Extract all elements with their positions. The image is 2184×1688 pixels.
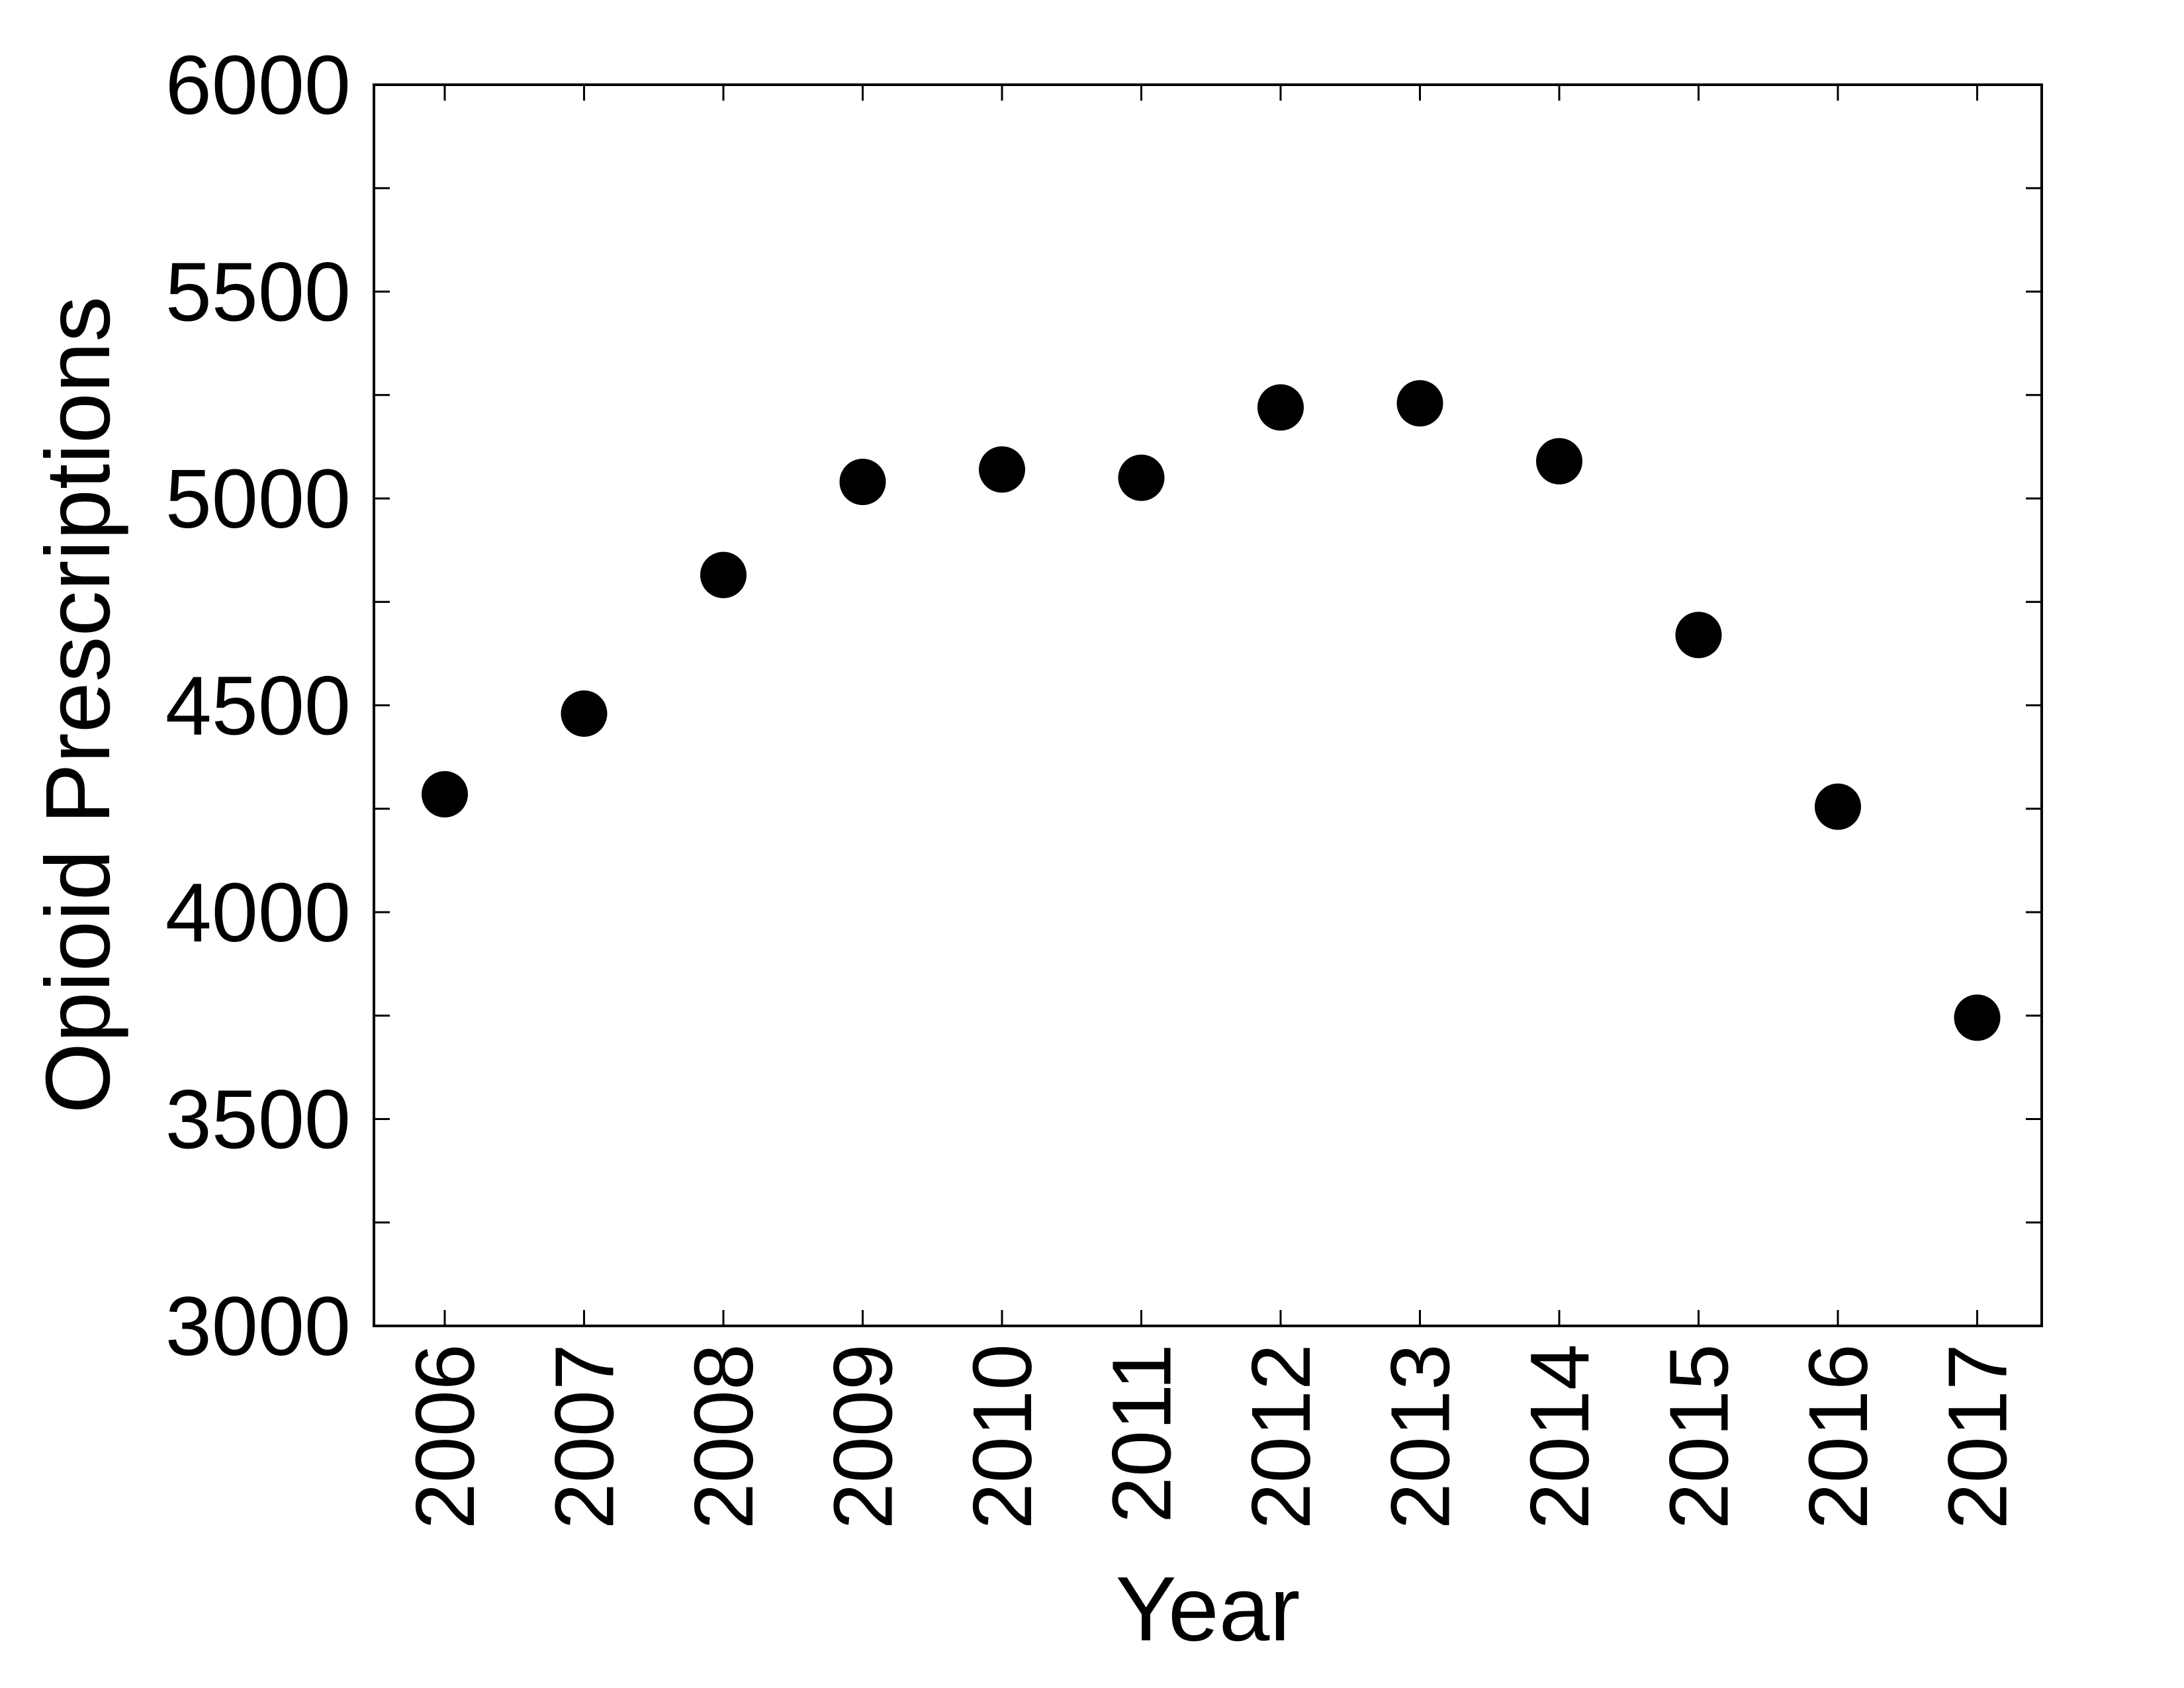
data-point-2012 bbox=[1257, 384, 1304, 431]
x-tick-label: 2007 bbox=[538, 1344, 631, 1529]
data-point-2008 bbox=[700, 551, 747, 598]
y-tick-label: 4000 bbox=[165, 866, 351, 959]
x-tick-label: 2015 bbox=[1653, 1344, 1746, 1529]
x-tick-label: 2008 bbox=[677, 1344, 770, 1529]
y-axis-title: Opioid Prescriptions bbox=[27, 297, 129, 1114]
x-tick-label: 2009 bbox=[817, 1344, 910, 1529]
data-point-2011 bbox=[1118, 454, 1165, 501]
axis-ticks bbox=[374, 83, 2042, 1327]
x-tick-label: 2016 bbox=[1792, 1344, 1885, 1529]
x-tick-label: 2006 bbox=[398, 1344, 492, 1529]
y-tick-label: 5000 bbox=[165, 452, 351, 545]
y-tick-label: 5500 bbox=[165, 246, 351, 339]
plot-area-frame bbox=[373, 83, 2043, 1327]
y-tick-labels: 3000 3500 4000 4500 5000 5500 6000 bbox=[165, 38, 351, 1373]
data-point-2016 bbox=[1815, 783, 1861, 830]
y-tick-label: 6000 bbox=[165, 38, 351, 132]
data-point-2010 bbox=[979, 446, 1025, 493]
x-tick-labels: 2006 2007 2008 2009 2010 2011 2012 2013 2014 2015… bbox=[398, 1344, 2025, 1529]
data-point-2013 bbox=[1396, 380, 1443, 427]
data-point-2014 bbox=[1536, 438, 1582, 485]
x-tick-label: 2017 bbox=[1931, 1344, 2025, 1529]
y-tick-label: 3500 bbox=[165, 1073, 351, 1166]
y-tick-label: 4500 bbox=[165, 659, 351, 753]
x-tick-label: 2012 bbox=[1234, 1344, 1328, 1529]
data-point-2007 bbox=[561, 690, 608, 737]
data-point-2017 bbox=[1954, 994, 2001, 1041]
data-points bbox=[422, 380, 2001, 1041]
x-tick-label: 2010 bbox=[956, 1344, 1049, 1529]
x-tick-label: 2013 bbox=[1374, 1344, 1467, 1529]
data-point-2009 bbox=[839, 459, 886, 505]
x-tick-label: 2014 bbox=[1513, 1344, 1606, 1529]
x-axis-title: Year bbox=[1116, 1558, 1300, 1660]
y-tick-label: 3000 bbox=[165, 1280, 351, 1373]
data-point-2006 bbox=[422, 771, 468, 818]
x-tick-label: 2011 bbox=[1095, 1344, 1189, 1523]
data-point-2015 bbox=[1675, 612, 1722, 659]
